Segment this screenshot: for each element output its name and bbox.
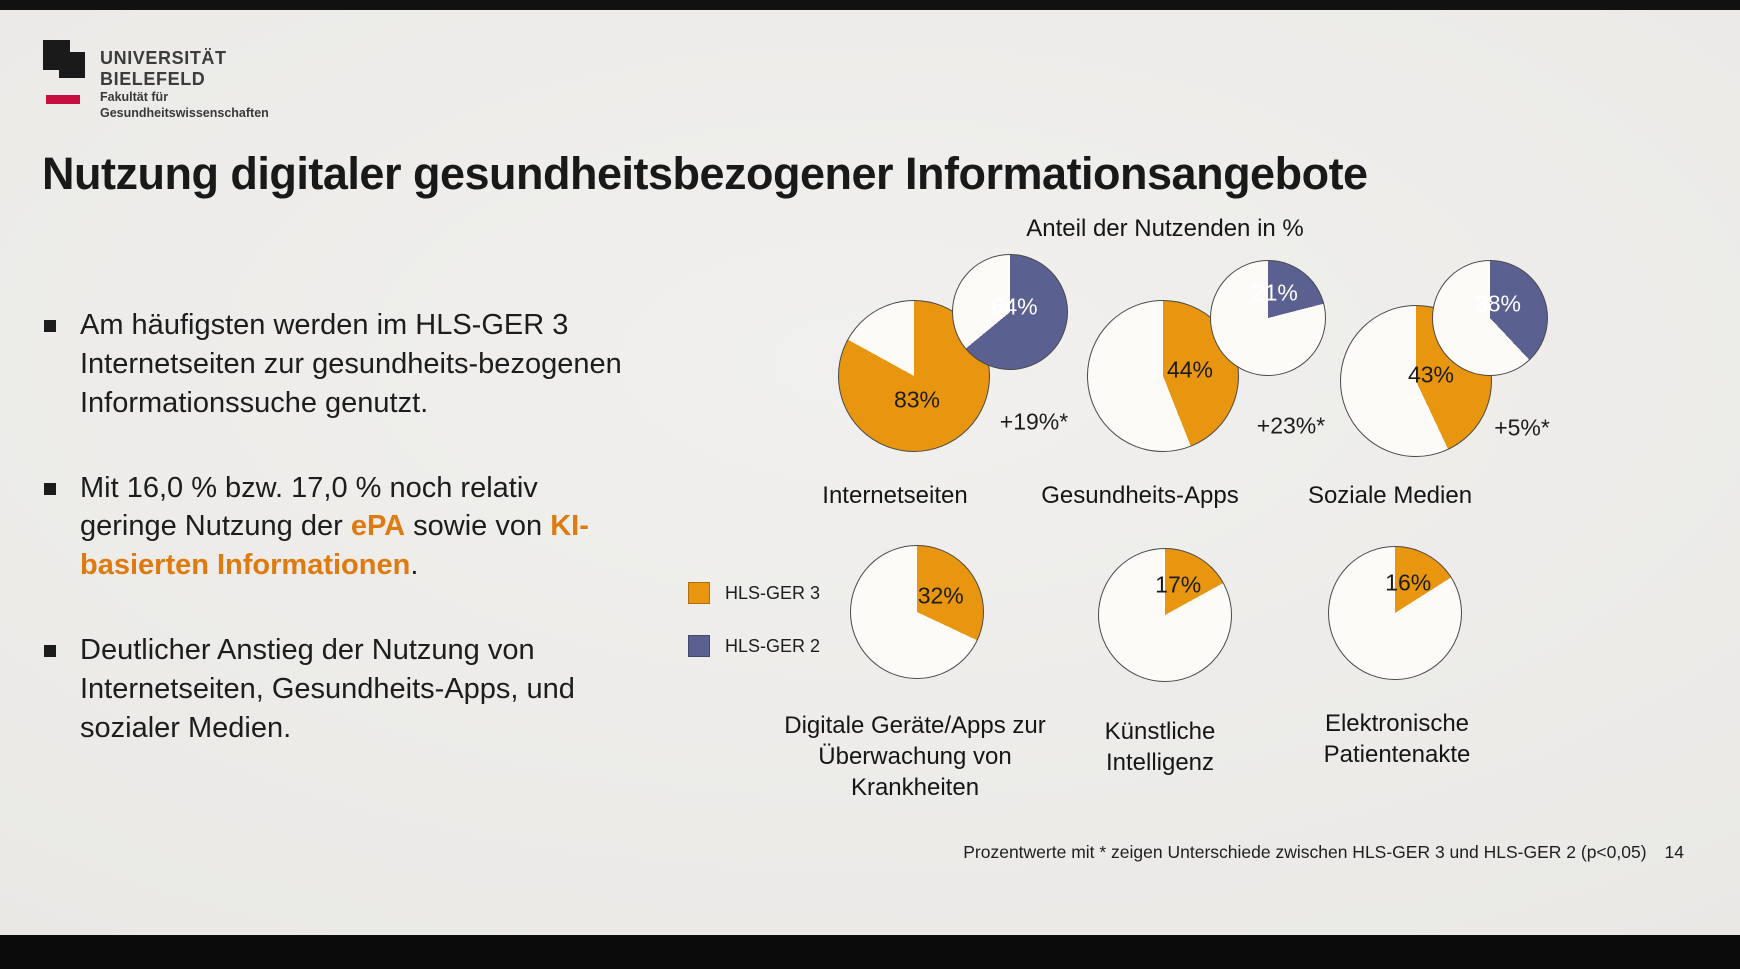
faculty-red-mark [46,95,80,104]
bullet-text-2-accent-ki: KI-basierten Informationen [80,510,589,582]
slide: UNIVERSITÄT BIELEFELD Fakultät für Gesun… [0,10,1740,935]
pie-soziale-medien-hls-ger-3: 43% [1340,305,1492,457]
legend-item-hls-ger-2: HLS-GER 2 [688,635,820,657]
pie-value-label: 16% [1385,569,1432,596]
diff-label: +19%* [999,408,1069,435]
bullet-item-1: Am häufigsten werden im HLS-GER 3 Intern… [44,306,654,423]
bullet-text-2: Mit 16,0 % bzw. 17,0 % noch relativ geri… [80,469,635,586]
screen-top-bezel [0,0,1740,10]
bullet-text-2-accent-epa: ePA [350,510,406,543]
footnote: Prozentwerte mit * zeigen Unterschiede z… [963,842,1684,863]
bullet-text-2-part: sowie von [405,510,551,543]
pie-internetseiten-hls-ger-2: 64% [952,254,1068,370]
university-name-line2: BIELEFELD [100,69,206,90]
pie-pair-soziale-medien: 43% 38% +5%* [1330,250,1580,485]
bullet-list: Am häufigsten werden im HLS-GER 3 Intern… [44,306,654,748]
university-logo-icon [43,40,85,78]
category-label-elektronische-patientenakte: Elektronische Patientenakte [1323,710,1471,769]
legend-label: HLS-GER 3 [725,582,821,603]
footnote-text: Prozentwerte mit * zeigen Unterschiede z… [963,842,1647,862]
chart-title: Anteil der Nutzenden in % [1026,215,1304,242]
bullet-text-2-part: . [410,549,419,582]
pie-pair-gesundheits-apps: 44% 21% +23%* [1085,250,1335,485]
university-name: UNIVERSITÄT BIELEFELD [100,48,227,90]
pie-value-label: 44% [1166,356,1214,383]
chart-legend: HLS-GER 3 HLS-GER 2 [688,582,820,688]
category-label-soziale-medien: Soziale Medien [1307,482,1473,509]
pie-soziale-medien-hls-ger-2: 38% [1432,260,1548,376]
pie-value-label: 64% [991,293,1038,320]
page-number: 14 [1664,842,1684,862]
diff-label: +23%* [1256,412,1326,439]
pie-value-label: 43% [1407,361,1455,388]
category-label-gesundheits-apps: Gesundheits-Apps [1041,482,1239,509]
bullet-text-3: Deutlicher Anstieg der Nutzung von Inter… [80,634,575,744]
diff-label: +5%* [1494,414,1550,441]
bullet-marker [44,482,56,495]
university-name-line1: UNIVERSITÄT [100,48,227,68]
category-label-internetseiten: Internetseiten [822,482,968,509]
pie-value-label: 38% [1474,290,1521,317]
category-label-kuenstliche-intelligenz: Künstliche Intelligenz [1104,718,1216,777]
legend-swatch-hls-ger-2 [688,635,710,657]
bullet-text-1: Am häufigsten werden im HLS-GER 3 Intern… [80,309,622,419]
bullet-text-2-part: Mit 16,0 % bzw. 17,0 % noch relativ geri… [80,471,538,543]
pie-value-label: 32% [917,582,964,609]
pie-value-label: 83% [893,386,941,413]
pie-value-label: 17% [1155,571,1202,598]
legend-swatch-hls-ger-3 [688,582,710,604]
bullet-marker [44,645,56,658]
pie-pair-internetseiten: 83% 64% +19%* [836,250,1086,485]
bullet-item-3: Deutlicher Anstieg der Nutzung von Inter… [44,631,654,748]
faculty-name: Fakultät für Gesundheitswissenschaften [100,89,269,122]
pie-value-label: 21% [1251,279,1298,306]
pie-internetseiten-hls-ger-3: 83% [838,300,990,452]
pie-kuenstliche-intelligenz-hls-ger-3: 17% [1098,548,1232,682]
pie-digitale-geraete-hls-ger-3: 32% [850,545,984,679]
pie-elektronische-patientenakte-hls-ger-3: 16% [1328,546,1462,680]
pie-gesundheits-apps-hls-ger-2: 21% [1210,260,1326,376]
screen-bottom-bezel [0,935,1740,969]
category-label-digitale-geraete: Digitale Geräte/Apps zur Überwachung von… [784,712,1046,802]
bullet-marker [44,320,56,332]
page-title: Nutzung digitaler gesundheitsbezogener I… [42,148,1368,199]
legend-item-hls-ger-3: HLS-GER 3 [688,582,820,604]
bullet-item-2: Mit 16,0 % bzw. 17,0 % noch relativ geri… [44,469,654,586]
faculty-name-line1: Fakultät für [100,90,169,104]
faculty-name-line2: Gesundheitswissenschaften [100,106,269,121]
legend-label: HLS-GER 2 [725,635,821,656]
